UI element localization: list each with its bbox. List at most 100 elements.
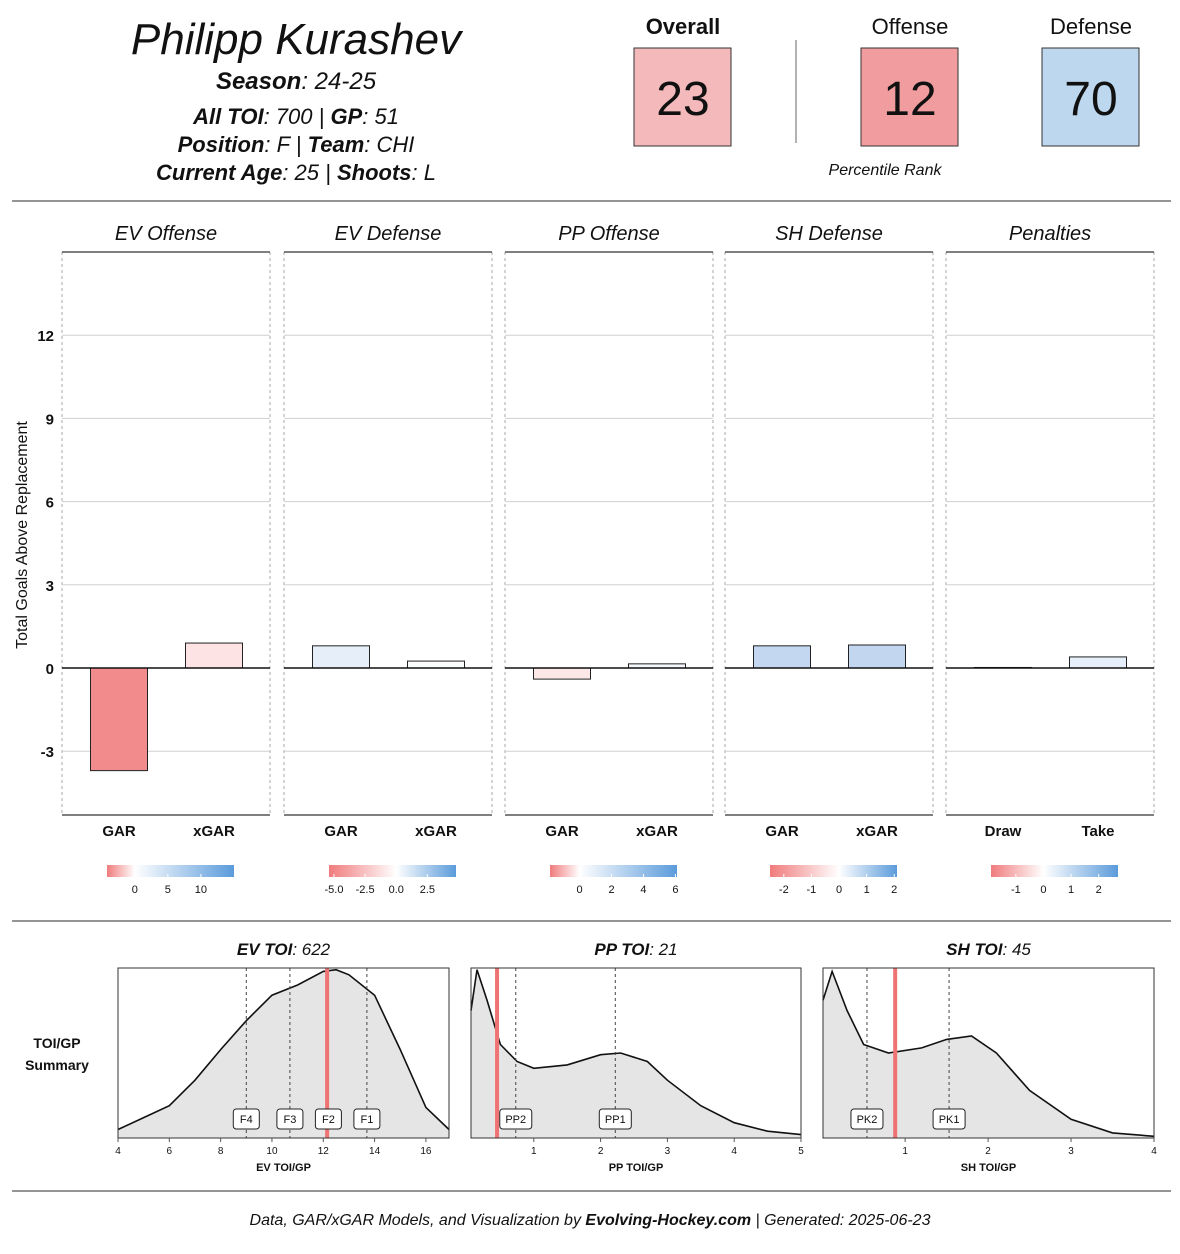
title-value: : 622 bbox=[292, 940, 330, 959]
rating-box bbox=[1041, 47, 1140, 147]
colorbar-label: 2.5 bbox=[420, 884, 435, 896]
header-line: All TOI: 700 | GP: 51 bbox=[192, 104, 399, 129]
x-axis-label: PP TOI/GP bbox=[609, 1162, 664, 1174]
panel-title: PP Offense bbox=[558, 223, 660, 245]
tier-label-box bbox=[598, 1108, 632, 1130]
x-tick-label: 3 bbox=[1068, 1146, 1074, 1157]
x-tick-label: xGAR bbox=[193, 823, 235, 840]
density-line bbox=[822, 968, 1155, 1138]
colorbar bbox=[329, 865, 456, 877]
panel-title: PP TOI: 21 bbox=[594, 940, 677, 959]
colorbar-label: -2.5 bbox=[356, 884, 375, 896]
rating-value: 70 bbox=[1064, 73, 1117, 126]
tier-label-box bbox=[232, 1108, 260, 1130]
colorbar-label: 5 bbox=[165, 884, 171, 896]
title-value: : 21 bbox=[649, 940, 677, 959]
tier-label-box bbox=[353, 1108, 381, 1130]
x-tick-label: 4 bbox=[1151, 1146, 1157, 1157]
header-value: : 51 bbox=[362, 104, 399, 129]
rating-label: Offense bbox=[872, 14, 949, 39]
x-tick-label: xGAR bbox=[636, 823, 678, 840]
bar bbox=[533, 667, 591, 680]
x-tick-label: GAR bbox=[102, 823, 136, 840]
x-tick-label: 1 bbox=[531, 1146, 537, 1157]
x-axis-label: EV TOI/GP bbox=[256, 1162, 311, 1174]
x-tick-label: 5 bbox=[798, 1146, 804, 1157]
x-tick-label: GAR bbox=[545, 823, 579, 840]
panel-border bbox=[470, 967, 802, 1139]
bar bbox=[312, 645, 370, 669]
colorbar bbox=[550, 865, 677, 877]
header-value: : 700 | bbox=[264, 104, 331, 129]
tier-label: F3 bbox=[283, 1114, 296, 1126]
side-label: Summary bbox=[25, 1057, 89, 1073]
player-name: Philipp Kurashev bbox=[131, 15, 464, 64]
x-tick-label: 1 bbox=[902, 1146, 908, 1157]
colorbar-label: 0 bbox=[576, 884, 582, 896]
x-tick-label: xGAR bbox=[415, 823, 457, 840]
rating-label: Overall bbox=[646, 14, 721, 39]
x-tick-label: 2 bbox=[598, 1146, 604, 1157]
x-tick-label: 4 bbox=[115, 1146, 121, 1157]
bar bbox=[407, 660, 465, 669]
rating-caption: Percentile Rank bbox=[829, 162, 943, 179]
colorbar-label: 6 bbox=[672, 884, 678, 896]
tier-label: PK1 bbox=[939, 1114, 960, 1126]
tier-label-box bbox=[314, 1108, 342, 1130]
panel-title: EV Offense bbox=[115, 223, 217, 245]
footer: Data, GAR/xGAR Models, and Visualization… bbox=[250, 1212, 931, 1229]
x-tick-label: 6 bbox=[167, 1146, 173, 1157]
colorbar-label: 1 bbox=[1068, 884, 1074, 896]
header-line: Current Age: 25 | Shoots: L bbox=[156, 160, 436, 185]
x-tick-label: 14 bbox=[369, 1146, 381, 1157]
side-label: TOI/GP bbox=[33, 1035, 80, 1051]
footer-text: Data, GAR/xGAR Models, and Visualization… bbox=[250, 1212, 586, 1229]
bar bbox=[185, 642, 243, 669]
footer-brand: Evolving-Hockey.com bbox=[585, 1212, 751, 1229]
x-tick-label: 10 bbox=[266, 1146, 278, 1157]
colorbar-label: 0.0 bbox=[389, 884, 404, 896]
colorbar-label: -5.0 bbox=[324, 884, 343, 896]
title-label: SH TOI bbox=[946, 940, 1004, 959]
header-value: : 24-25 bbox=[301, 68, 376, 95]
colorbar-label: 0 bbox=[836, 884, 842, 896]
title-label: PP TOI bbox=[594, 940, 650, 959]
panel-title: SH TOI: 45 bbox=[946, 940, 1031, 959]
tier-label-box bbox=[276, 1108, 304, 1130]
rating-box bbox=[860, 47, 959, 147]
colorbar-label: -1 bbox=[807, 884, 817, 896]
colorbar-label: 0 bbox=[132, 884, 138, 896]
header-value: : 25 | bbox=[282, 160, 337, 185]
bar bbox=[1069, 656, 1127, 669]
panel-title: Penalties bbox=[1009, 223, 1091, 245]
header-line: Season: 24-25 bbox=[216, 68, 377, 95]
panel-border bbox=[117, 967, 450, 1139]
x-axis-label: SH TOI/GP bbox=[961, 1162, 1016, 1174]
density-area bbox=[471, 969, 801, 1138]
x-tick-label: xGAR bbox=[856, 823, 898, 840]
x-tick-label: 16 bbox=[420, 1146, 432, 1157]
density-line bbox=[117, 968, 450, 1131]
rating-box bbox=[633, 47, 732, 147]
header-label: Team bbox=[308, 132, 365, 157]
y-tick-label: -3 bbox=[41, 744, 54, 761]
header-value: : F | bbox=[264, 132, 307, 157]
title-label: EV TOI bbox=[237, 940, 294, 959]
title-value: : 45 bbox=[1003, 940, 1032, 959]
header-label: Season bbox=[216, 68, 301, 95]
colorbar-label: 0 bbox=[1040, 884, 1046, 896]
colorbar bbox=[770, 865, 897, 877]
x-tick-label: 3 bbox=[665, 1146, 671, 1157]
colorbar-label: 4 bbox=[640, 884, 646, 896]
tier-label: PP2 bbox=[505, 1114, 526, 1126]
x-tick-label: GAR bbox=[765, 823, 799, 840]
colorbar-label: 2 bbox=[891, 884, 897, 896]
bar bbox=[90, 667, 148, 772]
bar bbox=[753, 645, 811, 669]
colorbar-label: 1 bbox=[864, 884, 870, 896]
y-tick-label: 6 bbox=[46, 495, 54, 512]
footer-tail: | Generated: 2025-06-23 bbox=[751, 1212, 930, 1229]
x-tick-label: 4 bbox=[731, 1146, 737, 1157]
x-tick-label: Draw bbox=[985, 823, 1022, 840]
tier-label: F4 bbox=[240, 1114, 253, 1126]
